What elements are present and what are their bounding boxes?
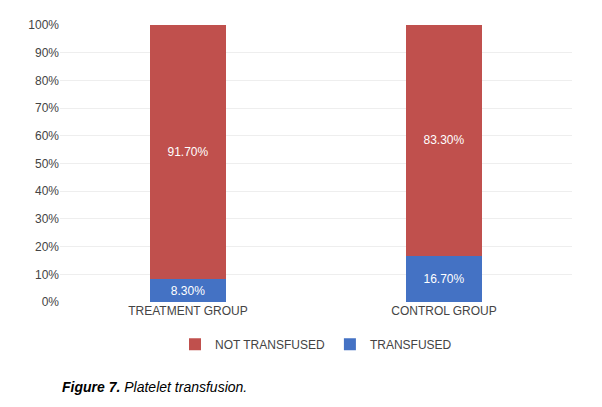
svg-text:NOT TRANSFUSED: NOT TRANSFUSED [215,338,325,352]
svg-text:30%: 30% [35,212,59,226]
svg-text:8.30%: 8.30% [171,284,205,298]
svg-text:10%: 10% [35,268,59,282]
svg-text:50%: 50% [35,157,59,171]
svg-text:91.70%: 91.70% [167,145,208,159]
svg-text:60%: 60% [35,129,59,143]
svg-text:40%: 40% [35,184,59,198]
svg-text:16.70%: 16.70% [423,272,464,286]
svg-text:Figure 7. Platelet transfusion: Figure 7. Platelet transfusion. [62,379,247,395]
svg-text:100%: 100% [28,18,59,32]
svg-text:90%: 90% [35,46,59,60]
svg-text:0%: 0% [42,295,60,309]
svg-text:20%: 20% [35,240,59,254]
svg-text:83.30%: 83.30% [423,133,464,147]
svg-text:CONTROL GROUP: CONTROL GROUP [391,304,497,318]
svg-text:80%: 80% [35,74,59,88]
svg-text:TRANSFUSED: TRANSFUSED [370,338,452,352]
svg-text:TREATMENT GROUP: TREATMENT GROUP [128,304,248,318]
svg-text:70%: 70% [35,101,59,115]
